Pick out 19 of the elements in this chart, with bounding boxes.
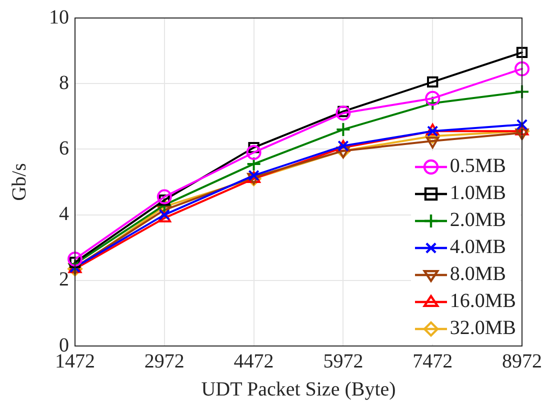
legend-label: 16.0MB bbox=[450, 289, 516, 314]
y-tick-label: 10 bbox=[49, 6, 69, 28]
x-tick-label: 8972 bbox=[502, 350, 542, 372]
legend-label: 32.0MB bbox=[450, 316, 516, 341]
legend-label: 4.0MB bbox=[450, 235, 506, 260]
legend-label: 2.0MB bbox=[450, 208, 506, 233]
y-axis-title: Gb/s bbox=[8, 162, 30, 201]
x-tick-label: 5972 bbox=[323, 350, 364, 372]
x-tick-label: 4472 bbox=[234, 350, 274, 372]
y-tick-label: 6 bbox=[59, 137, 69, 160]
x-tick-label: 7472 bbox=[412, 350, 453, 372]
y-tick-label: 2 bbox=[59, 268, 69, 291]
x-tick-label: 2972 bbox=[144, 350, 184, 372]
y-tick-label: 4 bbox=[59, 203, 69, 226]
x-axis-title: UDT Packet Size (Byte) bbox=[201, 378, 396, 400]
y-tick-label: 8 bbox=[59, 72, 69, 94]
legend-label: 1.0MB bbox=[450, 181, 506, 206]
legend-label: 8.0MB bbox=[450, 262, 506, 287]
legend-label: 0.5MB bbox=[450, 154, 506, 179]
